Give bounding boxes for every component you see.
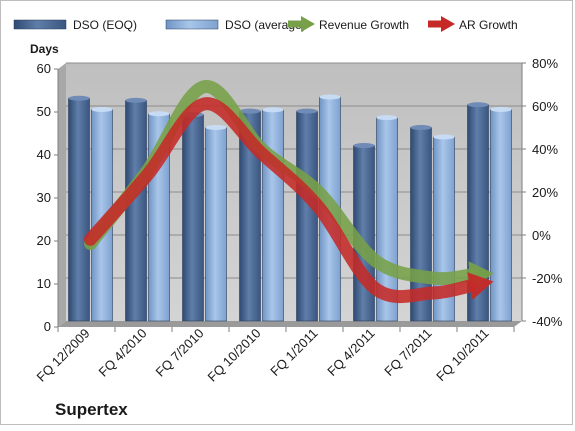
bar-dso-eoq <box>125 100 147 322</box>
bar-dso-average <box>205 127 227 322</box>
x-tick-label: FQ 12/2009 <box>33 326 92 385</box>
bar-cap <box>148 111 170 117</box>
left-tick-label: 10 <box>37 276 51 291</box>
left-tick-label: 20 <box>37 233 51 248</box>
bar-cap <box>490 106 512 112</box>
bar-cap <box>262 107 284 113</box>
right-tick-label: 40% <box>532 142 558 157</box>
bar-cap <box>205 125 227 130</box>
line-series-group <box>84 80 494 304</box>
left-axis-title: Days <box>30 42 59 56</box>
bar-dso-average <box>262 109 284 322</box>
right-axis-ticks: -40% -20% 0% 20% 40% 60% 80% <box>522 56 563 329</box>
x-tick-label: FQ 7/2010 <box>153 326 207 380</box>
x-tick-label: FQ 10/2011 <box>433 326 491 384</box>
bar-cap <box>353 143 375 149</box>
bar-cap <box>91 106 113 112</box>
legend-label-ar-growth: AR Growth <box>459 18 518 32</box>
bar-cap <box>467 102 489 108</box>
bar-cap <box>239 108 261 114</box>
x-tick-label: FQ 1/2011 <box>267 326 320 379</box>
bar-cap <box>410 125 432 130</box>
right-tick-label: 20% <box>532 185 558 200</box>
bar-cap <box>125 97 147 103</box>
left-tick-label: 50 <box>37 104 51 119</box>
legend-swatch-dso-average <box>165 19 219 30</box>
bar-cap <box>376 115 398 121</box>
legend-swatch-dso-eoq <box>13 19 67 30</box>
x-tick-label: FQ 7/2011 <box>381 326 434 379</box>
legend-label-dso-eoq: DSO (EOQ) <box>73 18 137 32</box>
right-tick-label: -20% <box>532 271 563 286</box>
line-ar-growth <box>84 97 477 304</box>
legend-arrow-revenue-growth <box>301 16 315 32</box>
bar-dso-eoq <box>68 97 90 322</box>
legend-arrow-ar-growth <box>441 16 455 32</box>
left-tick-label: 60 <box>37 61 51 76</box>
bar-series-group <box>68 94 512 322</box>
x-tick-label: FQ 10/2010 <box>204 326 263 385</box>
company-label: Supertex <box>55 400 128 419</box>
right-tick-label: -40% <box>532 314 563 329</box>
legend-label-dso-average: DSO (average) <box>225 18 306 32</box>
bar-dso-eoq <box>182 114 204 322</box>
left-tick-label: 30 <box>37 190 51 205</box>
right-tick-label: 80% <box>532 56 558 71</box>
right-tick-label: 0% <box>532 228 551 243</box>
bar-dso-eoq <box>296 110 318 322</box>
bar-cap <box>433 134 455 140</box>
right-tick-label: 60% <box>532 99 558 114</box>
x-tick-label: FQ 4/2011 <box>324 326 377 379</box>
arrowhead-ar-growth <box>467 272 494 300</box>
bar-dso-average <box>490 109 512 322</box>
bar-cap <box>68 95 90 101</box>
left-axis-ticks: 0 10 20 30 40 50 60 <box>37 61 58 334</box>
plot-floor <box>58 321 522 327</box>
legend: DSO (EOQ) DSO (average) Revenue Growth AR G… <box>13 16 518 32</box>
x-tick-label: FQ 4/2010 <box>96 326 150 380</box>
left-tick-label: 0 <box>44 319 51 334</box>
left-tick-label: 40 <box>37 147 51 162</box>
bar-cap <box>296 108 318 114</box>
legend-label-revenue-growth: Revenue Growth <box>319 18 409 32</box>
plot-side-wall <box>58 63 66 327</box>
bar-cap <box>319 94 341 100</box>
